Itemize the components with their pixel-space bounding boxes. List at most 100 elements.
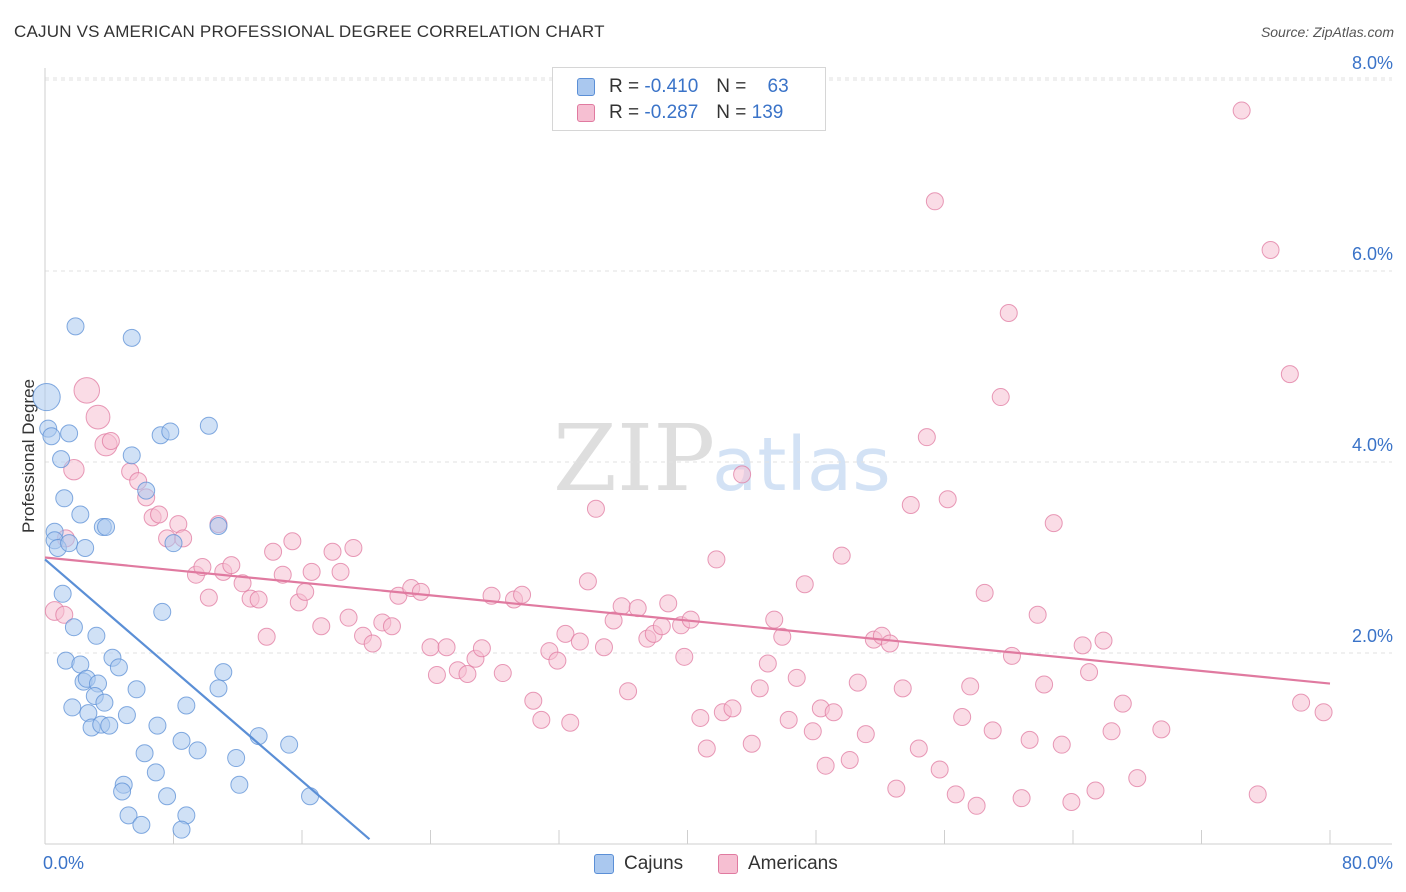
cajuns-point xyxy=(66,317,85,336)
americans-point xyxy=(1028,605,1047,624)
americans-point xyxy=(55,605,74,624)
americans-point xyxy=(302,562,321,581)
r-label: R = xyxy=(609,102,640,123)
americans-point xyxy=(1035,675,1054,694)
cajuns-point xyxy=(60,424,79,443)
legend-row-cajuns: R = -0.410 N = 63 xyxy=(577,75,789,99)
americans-point xyxy=(917,428,936,447)
cajuns-point xyxy=(301,787,320,806)
americans-point xyxy=(612,597,631,616)
americans-point xyxy=(312,617,331,636)
americans-point xyxy=(548,651,567,670)
americans-point xyxy=(999,304,1018,323)
cajuns-point xyxy=(60,534,79,553)
americans-point xyxy=(930,760,949,779)
americans-point xyxy=(1113,694,1132,713)
americans-point xyxy=(765,610,784,629)
americans-point xyxy=(975,583,994,602)
x-tick-label: 80.0% xyxy=(1342,853,1393,873)
americans-point xyxy=(578,572,597,591)
americans-point xyxy=(1314,703,1333,722)
americans-label: Americans xyxy=(748,853,838,874)
cajuns-point xyxy=(87,626,106,645)
americans-point xyxy=(150,505,169,524)
americans-point xyxy=(925,192,944,211)
cajuns-point xyxy=(53,584,72,603)
americans-point xyxy=(85,404,111,430)
chart-title: CAJUN VS AMERICAN PROFESSIONAL DEGREE CO… xyxy=(14,22,605,41)
americans-swatch xyxy=(577,104,595,122)
cajuns-point xyxy=(97,517,116,536)
cajuns-point xyxy=(158,787,177,806)
americans-point xyxy=(594,638,613,657)
americans-point xyxy=(991,388,1010,407)
cajuns-point xyxy=(249,727,268,746)
n-value: 139 xyxy=(751,102,784,123)
cajuns-point xyxy=(76,538,95,557)
americans-point xyxy=(604,611,623,630)
americans-point xyxy=(742,734,761,753)
cajuns-point xyxy=(117,706,136,725)
americans-point xyxy=(1062,792,1081,811)
legend-row-americans: R = -0.287 N = 139 xyxy=(577,101,783,125)
americans-point xyxy=(427,665,446,684)
chart-source: Source: ZipAtlas.com xyxy=(1260,24,1394,40)
americans-point xyxy=(795,575,814,594)
cajuns-point xyxy=(109,658,128,677)
americans-point xyxy=(1080,663,1099,682)
cajuns-swatch xyxy=(577,78,595,96)
americans-point xyxy=(1094,631,1113,650)
americans-point xyxy=(967,796,986,815)
cajuns-point xyxy=(64,618,83,637)
cajuns-point xyxy=(52,450,71,469)
americans-point xyxy=(331,562,350,581)
americans-point xyxy=(659,594,678,613)
americans-point xyxy=(1261,240,1280,259)
americans-point xyxy=(1002,646,1021,665)
cajuns-point xyxy=(230,775,249,794)
r-value: -0.287 xyxy=(644,102,699,123)
americans-point xyxy=(1073,636,1092,655)
americans-point xyxy=(561,713,580,732)
americans-point xyxy=(493,664,512,683)
y-tick-label: 6.0% xyxy=(1352,244,1393,264)
cajuns-point xyxy=(153,602,172,621)
americans-point xyxy=(101,431,120,450)
x-tick-label: 0.0% xyxy=(43,853,84,873)
americans-point xyxy=(1152,720,1171,739)
cajuns-point xyxy=(122,446,141,465)
americans-point xyxy=(750,679,769,698)
americans-point xyxy=(733,465,752,484)
americans-point xyxy=(824,703,843,722)
americans-point xyxy=(344,538,363,557)
americans-point xyxy=(233,574,252,593)
americans-point xyxy=(586,499,605,518)
americans-trend-line xyxy=(44,556,1331,685)
cajuns-point xyxy=(227,749,246,768)
americans-point xyxy=(257,627,276,646)
cajuns-point xyxy=(63,698,82,717)
americans-point xyxy=(675,647,694,666)
americans-point xyxy=(1232,101,1251,120)
americans-point xyxy=(1280,365,1299,384)
americans-point xyxy=(887,779,906,798)
cajuns-point xyxy=(199,416,218,435)
y-tick-label: 2.0% xyxy=(1352,626,1393,646)
americans-point xyxy=(1102,722,1121,741)
americans-point xyxy=(1292,693,1311,712)
americans-point xyxy=(323,542,342,561)
americans-point xyxy=(723,699,742,718)
americans-point xyxy=(556,624,575,643)
cajuns-point xyxy=(172,731,191,750)
americans-point xyxy=(1012,789,1031,808)
cajuns-point xyxy=(100,716,119,735)
cajuns-point xyxy=(177,696,196,715)
americans-point xyxy=(421,638,440,657)
americans-point xyxy=(1052,735,1071,754)
americans-point xyxy=(73,377,101,404)
cajuns-point xyxy=(71,505,90,524)
americans-point xyxy=(938,490,957,509)
americans-point xyxy=(901,495,920,514)
cajuns-point xyxy=(280,735,299,754)
